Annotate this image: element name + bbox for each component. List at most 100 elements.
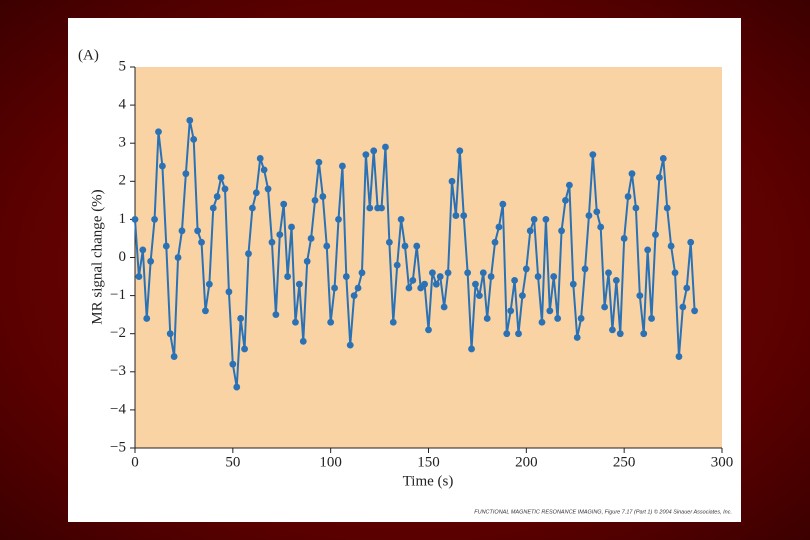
data-point <box>479 269 487 277</box>
data-point <box>530 216 538 223</box>
panel-label: (A) <box>78 47 99 63</box>
y-tick-label: 4 <box>119 97 127 113</box>
data-point <box>335 216 342 223</box>
data-point <box>569 280 577 288</box>
x-tick-label: 150 <box>417 454 440 470</box>
data-point <box>429 269 436 277</box>
data-point <box>295 280 303 288</box>
data-point <box>667 242 675 250</box>
data-point <box>260 166 268 174</box>
data-point <box>378 204 385 212</box>
data-point <box>178 227 186 235</box>
data-point <box>464 269 472 277</box>
data-point <box>284 273 292 280</box>
data-point <box>393 261 401 269</box>
data-point <box>491 238 499 246</box>
data-point <box>452 212 460 219</box>
data-point <box>209 204 217 212</box>
data-point <box>655 174 663 181</box>
x-tick-label: 0 <box>131 454 139 470</box>
data-point <box>632 204 640 212</box>
data-point <box>640 330 648 338</box>
data-point <box>190 135 198 143</box>
data-point <box>342 273 350 280</box>
data-point <box>151 216 158 223</box>
data-point <box>687 238 695 246</box>
data-point <box>401 242 409 250</box>
data-point <box>475 292 483 299</box>
data-point <box>315 158 323 166</box>
data-point <box>237 315 245 322</box>
data-point <box>499 200 507 208</box>
data-point <box>659 155 667 162</box>
data-point <box>448 177 456 185</box>
data-point <box>331 284 338 292</box>
data-point <box>522 265 530 273</box>
data-point <box>346 341 354 349</box>
data-point <box>597 223 605 231</box>
data-point <box>468 345 475 353</box>
data-point <box>425 326 432 334</box>
data-point <box>186 116 194 124</box>
data-point <box>526 227 534 235</box>
data-point <box>233 383 241 391</box>
data-point <box>683 284 691 292</box>
x-tick-label: 300 <box>711 454 734 470</box>
data-point <box>581 265 589 273</box>
data-point <box>483 315 491 322</box>
data-point <box>366 204 374 212</box>
data-point <box>202 307 209 315</box>
x-axis-label: Time (s) <box>403 473 454 489</box>
data-point <box>554 315 562 322</box>
data-point <box>515 330 522 338</box>
data-point <box>252 189 260 197</box>
series-line <box>134 119 696 389</box>
data-point <box>292 318 299 326</box>
data-point <box>299 337 307 345</box>
data-point <box>472 280 479 288</box>
y-tick-label: −1 <box>110 287 126 303</box>
data-point <box>538 318 546 326</box>
y-tick-label: −4 <box>110 401 126 417</box>
x-tick-label: 50 <box>225 454 240 470</box>
data-point <box>131 216 139 223</box>
data-point <box>593 208 601 216</box>
data-point <box>385 238 393 246</box>
y-tick-label: −3 <box>110 363 126 379</box>
data-point <box>217 174 225 181</box>
y-tick-label: −5 <box>110 439 126 455</box>
data-point <box>573 334 581 341</box>
data-point <box>565 181 573 189</box>
x-tick-label: 100 <box>319 454 342 470</box>
x-tick-label: 200 <box>515 454 538 470</box>
y-tick-label: 1 <box>119 211 127 227</box>
data-point <box>225 288 233 296</box>
y-tick-label: 3 <box>119 135 127 151</box>
data-point <box>460 212 468 219</box>
data-point <box>354 284 362 292</box>
data-point <box>143 315 151 322</box>
data-point <box>612 276 620 284</box>
x-tick-label: 250 <box>613 454 636 470</box>
data-point <box>405 284 413 292</box>
data-point <box>256 155 264 162</box>
data-point <box>421 280 428 288</box>
data-point <box>198 238 205 246</box>
data-point <box>487 273 495 280</box>
data-point <box>268 238 276 246</box>
data-point <box>624 193 632 200</box>
data-point <box>585 212 593 219</box>
data-point <box>550 273 558 280</box>
data-point <box>675 353 683 360</box>
data-point <box>319 193 327 200</box>
data-point <box>558 227 565 235</box>
data-point <box>534 273 542 280</box>
data-point <box>221 185 229 193</box>
data-point <box>495 223 503 231</box>
data-point <box>135 273 143 280</box>
data-point <box>620 235 628 242</box>
y-tick-label: 0 <box>119 249 127 265</box>
data-point <box>601 303 608 311</box>
